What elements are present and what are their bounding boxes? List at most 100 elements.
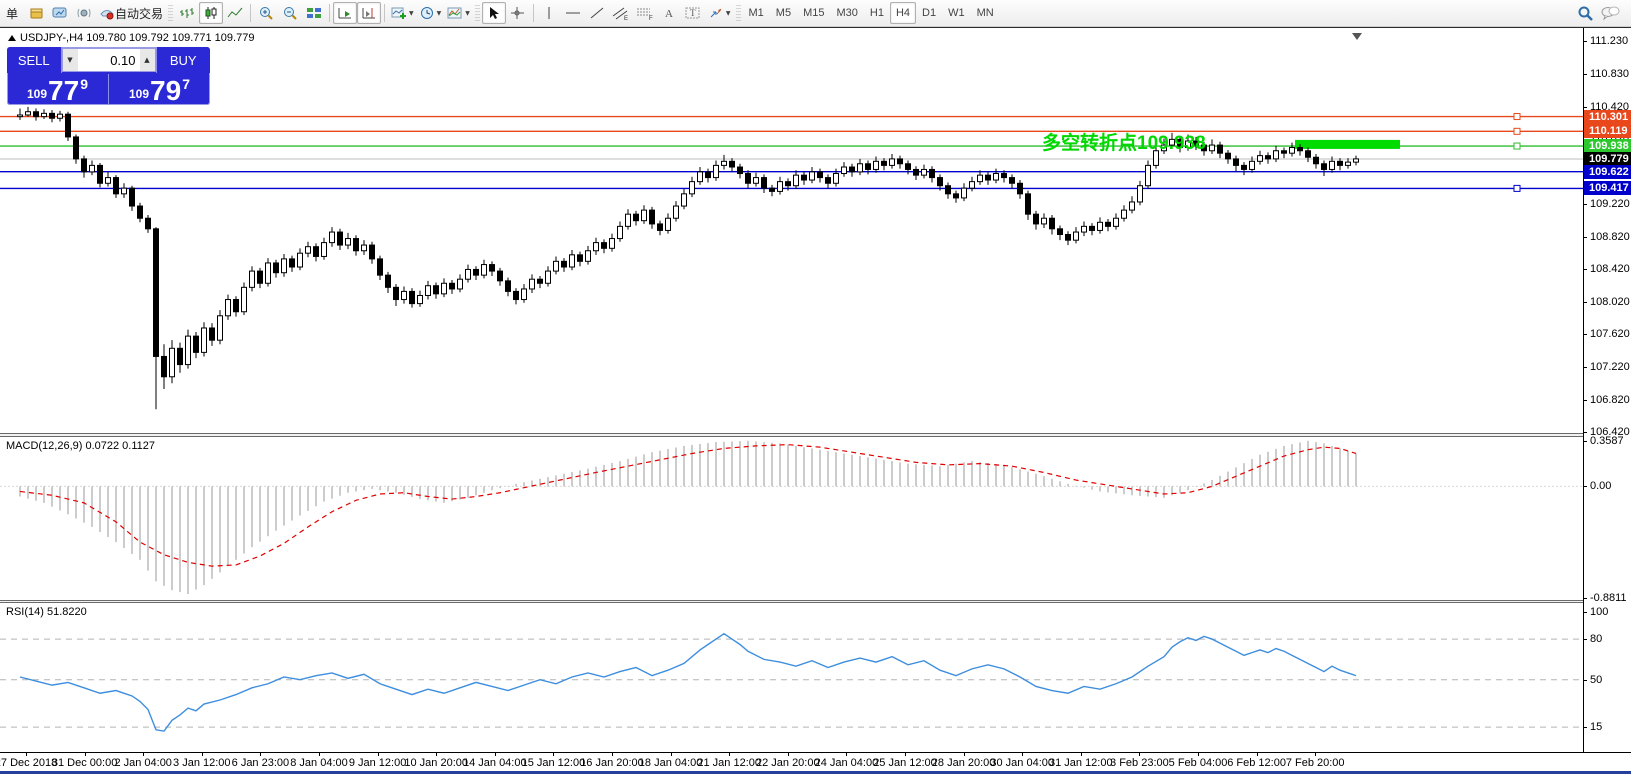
time-axis-tick: [905, 753, 906, 756]
signals-button[interactable]: [72, 2, 96, 24]
time-axis[interactable]: 27 Dec 2018 31 Dec 00:00 2 Jan 04:00 3 Jan …: [0, 752, 1631, 771]
time-axis-tick: [260, 753, 262, 756]
toolbar-separator: [250, 4, 252, 22]
sell-button[interactable]: SELL: [7, 47, 62, 73]
main-toolbar: 单 自动交易: [0, 0, 1631, 27]
arrows-button[interactable]: ▼: [705, 2, 734, 24]
search-button[interactable]: [1573, 2, 1597, 24]
chart-annotation-text: 多空转折点109.938: [1042, 133, 1206, 154]
templates-dropdown-caret[interactable]: ▼: [465, 9, 470, 17]
pane-splitter-macd[interactable]: [0, 433, 1583, 437]
fibonacci-button[interactable]: F: [633, 2, 657, 24]
timeframe-button-h4[interactable]: H4: [889, 2, 917, 24]
chart-shift-icon: [361, 6, 377, 20]
timeframe-button-m30[interactable]: M30: [836, 7, 858, 19]
time-axis-tick: [1022, 753, 1024, 756]
level-price-box: 109.622: [1584, 164, 1631, 179]
timeframe-button-d1[interactable]: D1: [922, 7, 937, 19]
price-axis-tick: [1583, 367, 1587, 368]
timeframe-button-h1[interactable]: H1: [869, 7, 884, 19]
pane-splitter-rsi[interactable]: [0, 600, 1583, 603]
volume-increase-button[interactable]: ▲: [139, 49, 155, 71]
price-axis-label: 109.220: [1590, 198, 1630, 211]
time-axis-tick: [963, 753, 965, 756]
text-button[interactable]: A: [657, 2, 681, 24]
indicators-dropdown-caret[interactable]: ▼: [409, 9, 414, 17]
zoom-out-button[interactable]: [278, 2, 302, 24]
time-axis-label: 9 Jan 12:00: [348, 757, 407, 769]
timeframe-button-m15[interactable]: M15: [803, 7, 825, 19]
arrows-dropdown-caret[interactable]: ▼: [725, 9, 731, 17]
candlestick-chart-button[interactable]: [199, 2, 224, 24]
time-axis-label: 2 Jan 04:00: [114, 757, 172, 769]
price-axis-label: 106.420: [1590, 426, 1630, 439]
time-axis-label: 21 Jan 12:00: [697, 757, 761, 769]
rsi-axis-tick: [1583, 679, 1587, 681]
svg-text:A: A: [665, 8, 673, 20]
level-price-box: 110.301: [1584, 109, 1631, 124]
equidistant-channel-button[interactable]: E: [609, 2, 633, 24]
toolbar-right-group: [1573, 2, 1623, 24]
volume-input[interactable]: [77, 51, 140, 69]
vertical-line-button[interactable]: [537, 2, 561, 24]
price-axis-tick: [1583, 399, 1587, 401]
templates-button[interactable]: ▼: [444, 2, 473, 24]
time-axis-tick: [319, 753, 320, 756]
buy-button[interactable]: BUY: [155, 47, 210, 73]
timeframe-button-m5[interactable]: M5: [775, 7, 792, 19]
bar-chart-button[interactable]: [175, 2, 199, 24]
time-axis-tick: [1080, 753, 1082, 756]
periods-button[interactable]: ▼: [417, 2, 445, 24]
cursor-button[interactable]: [481, 2, 506, 24]
trendline-button[interactable]: [585, 2, 609, 24]
rsi-axis-label: 50: [1590, 673, 1603, 686]
buy-price[interactable]: 109 79 7: [109, 74, 210, 105]
buy-price-big: 79: [150, 75, 182, 106]
market-watch-button[interactable]: [24, 2, 48, 24]
chat-icon: [1600, 5, 1620, 21]
new-order-button[interactable]: 单: [0, 2, 24, 24]
chart-shift-button[interactable]: [357, 2, 382, 24]
channel-icon: E: [612, 6, 630, 21]
price-axis-label: 107.220: [1590, 361, 1630, 373]
text-label-button[interactable]: T: [681, 2, 705, 24]
main-chart-plot[interactable]: [0, 28, 1583, 433]
price-axis-tick: [1583, 106, 1587, 108]
rsi-pane[interactable]: [0, 603, 1583, 750]
zoom-in-button[interactable]: [254, 2, 278, 24]
time-axis-tick: [846, 753, 848, 756]
chat-button[interactable]: [1597, 2, 1623, 24]
price-axis[interactable]: 111.230110.830110.420110.020109.620109.2…: [1583, 28, 1631, 752]
sell-price-big: 77: [48, 75, 80, 106]
crosshair-button[interactable]: [506, 2, 530, 24]
indicators-button[interactable]: ▼: [388, 2, 417, 24]
auto-scroll-button[interactable]: [333, 2, 358, 24]
line-chart-button[interactable]: [223, 2, 247, 24]
sell-price[interactable]: 109 77 9: [7, 74, 109, 105]
level-price-box: 109.417: [1584, 181, 1631, 196]
autotrading-button[interactable]: 自动交易: [96, 2, 166, 24]
macd-pane[interactable]: [0, 437, 1583, 600]
volume-decrease-button[interactable]: ▼: [62, 49, 78, 71]
tile-windows-icon: [306, 6, 322, 20]
price-axis-label: 108.020: [1590, 295, 1630, 308]
buy-price-sup: 7: [182, 76, 190, 92]
auto-scroll-icon: [337, 6, 353, 20]
toolbar-grip: [735, 5, 741, 21]
timeframe-button-m1[interactable]: M1: [748, 7, 764, 19]
sell-button-label: SELL: [17, 52, 50, 68]
timeframe-button-mn[interactable]: MN: [976, 7, 994, 19]
periods-dropdown-caret[interactable]: ▼: [436, 9, 442, 17]
macd-axis-label: 0.3587: [1590, 434, 1624, 447]
tile-windows-button[interactable]: [302, 2, 326, 24]
sell-price-prefix: 109: [27, 87, 48, 101]
time-axis-label: 30 Jan 04:00: [990, 757, 1054, 769]
time-axis-tick: [670, 753, 672, 756]
time-axis-tick: [201, 753, 203, 756]
autotrading-label: 自动交易: [115, 6, 164, 21]
timeframe-button-w1[interactable]: W1: [948, 7, 965, 19]
time-axis-label: 6 Jan 23:00: [231, 757, 290, 769]
horizontal-line-button[interactable]: [561, 2, 585, 24]
price-axis-label: 108.420: [1590, 263, 1630, 276]
mql5-community-button[interactable]: [48, 2, 72, 24]
